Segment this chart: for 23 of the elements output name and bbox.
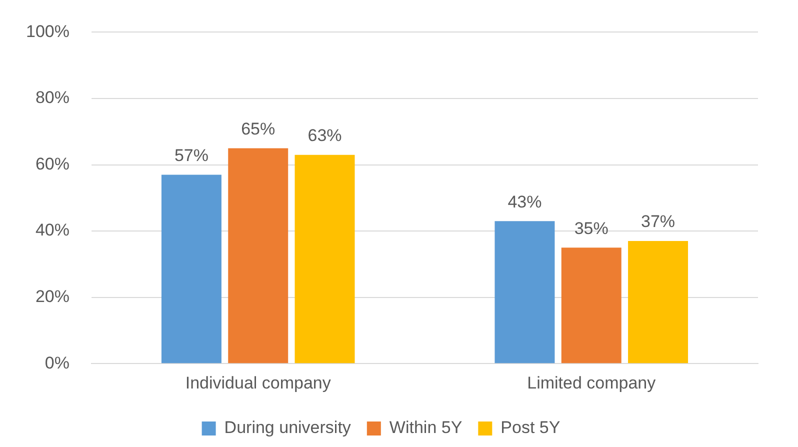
y-tick-label: 20% xyxy=(35,287,70,306)
data-label: 65% xyxy=(241,119,276,138)
x-tick-label: Individual company xyxy=(185,373,332,392)
y-tick-label: 100% xyxy=(26,22,70,41)
legend-label: Post 5Y xyxy=(500,418,560,438)
y-tick-label: 0% xyxy=(44,353,70,372)
y-tick-label: 40% xyxy=(35,220,70,240)
bar xyxy=(228,148,288,364)
data-label: 63% xyxy=(308,126,342,146)
data-label: 35% xyxy=(574,218,608,238)
data-label: 37% xyxy=(641,212,676,232)
legend-label: Within 5Y xyxy=(389,418,462,438)
x-tick-label: Limited company xyxy=(527,373,656,392)
bar xyxy=(628,240,688,364)
bar xyxy=(561,248,622,364)
bar xyxy=(161,174,222,364)
bar xyxy=(294,154,355,364)
y-tick-label: 80% xyxy=(35,88,70,108)
legend-label: During university xyxy=(224,418,352,438)
data-label: 57% xyxy=(174,146,208,165)
data-label: 43% xyxy=(508,192,542,212)
y-tick-label: 60% xyxy=(35,154,70,174)
bar xyxy=(494,221,555,364)
